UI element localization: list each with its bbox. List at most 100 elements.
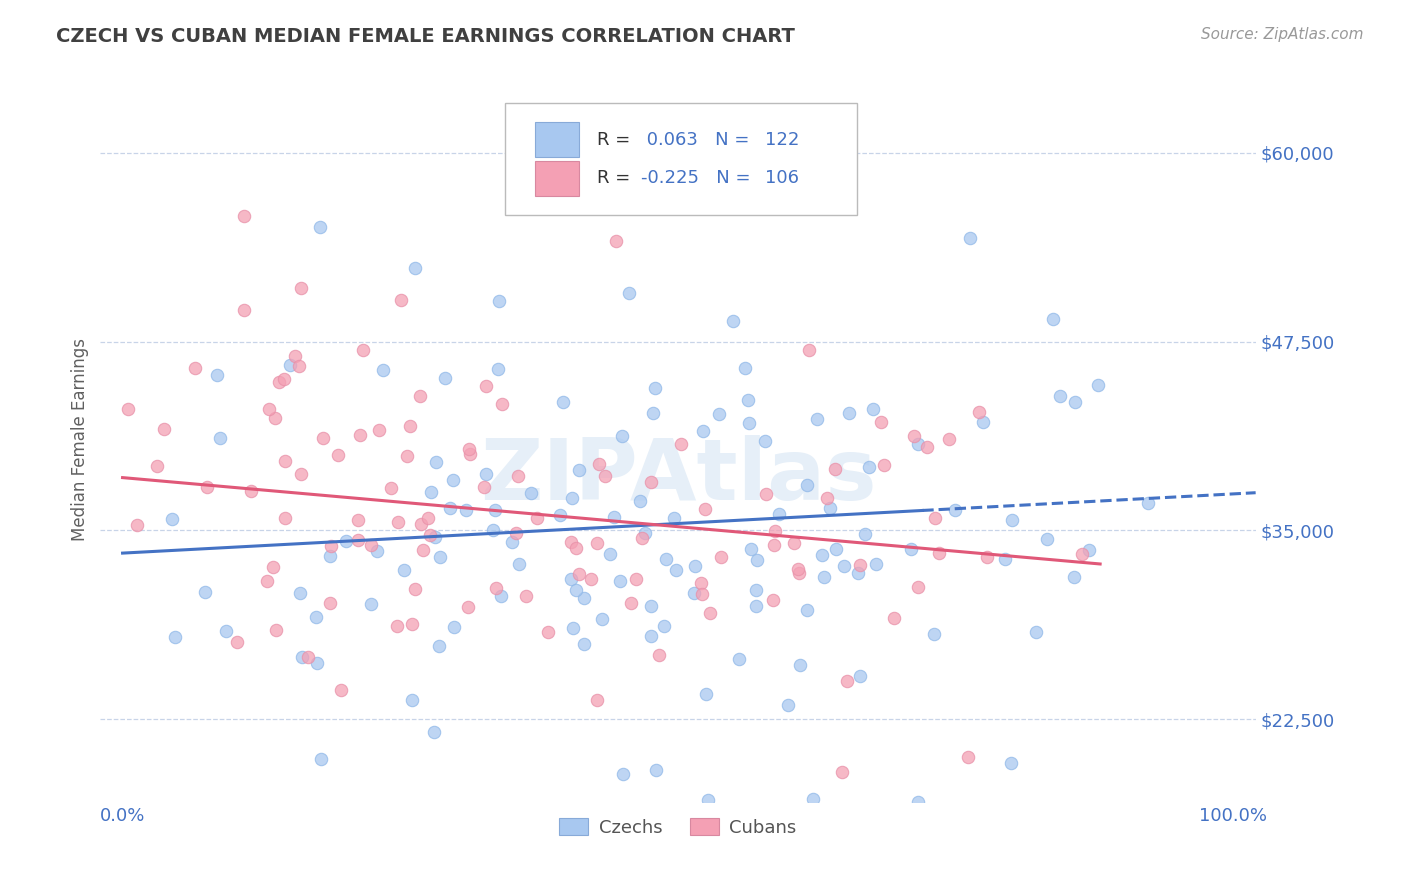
Point [835,673,858,688]
Point [605,234,627,248]
Point [457,442,479,456]
Point [457,600,479,615]
Text: 122: 122 [765,131,799,149]
Point [1087,378,1109,392]
Point [263,410,285,425]
Point [710,549,733,564]
Point [644,381,666,395]
Text: -0.225   N =: -0.225 N = [641,169,756,187]
Point [160,512,183,526]
Point [274,454,297,468]
Point [1049,389,1071,403]
Point [572,591,595,606]
Point [689,576,711,591]
Point [797,343,820,358]
Point [586,536,609,550]
Text: Source: ZipAtlas.com: Source: ZipAtlas.com [1201,27,1364,42]
Point [565,541,588,556]
Point [441,473,464,487]
Point [818,501,841,516]
Point [685,558,707,573]
Point [907,580,929,594]
Point [472,480,495,494]
Point [1077,543,1099,558]
Point [976,549,998,564]
Point [392,563,415,577]
Point [609,574,631,589]
Point [561,621,583,635]
Point [425,530,447,544]
Point [565,583,588,598]
Point [922,626,945,640]
Point [853,527,876,541]
Point [484,503,506,517]
Point [690,587,713,601]
Point [319,549,342,563]
Point [520,486,543,500]
Point [591,612,613,626]
Point [655,551,678,566]
Point [745,599,768,614]
Point [815,491,838,505]
Point [634,526,657,541]
Point [288,585,311,599]
Point [423,725,446,739]
Point [873,458,896,472]
Point [305,609,328,624]
Point [233,209,256,223]
Point [846,566,869,581]
Point [319,540,342,554]
Point [738,416,761,430]
Point [427,639,450,653]
Point [474,467,496,481]
Point [778,698,800,713]
Point [482,523,505,537]
Point [762,538,785,552]
Point [588,457,610,471]
Point [813,570,835,584]
Point [645,763,668,777]
Point [195,480,218,494]
Point [474,379,496,393]
Point [721,314,744,328]
FancyBboxPatch shape [505,103,858,215]
Point [745,582,768,597]
Point [262,559,284,574]
Point [796,478,818,492]
Point [395,450,418,464]
Point [288,359,311,374]
Point [796,603,818,617]
Point [959,231,981,245]
Point [194,585,217,599]
Point [401,616,423,631]
Point [924,511,946,525]
Point [957,750,980,764]
Point [915,440,938,454]
Point [233,302,256,317]
Point [747,552,769,566]
Point [786,561,808,575]
Point [696,792,718,806]
Point [419,485,441,500]
Point [665,563,688,577]
Point [662,511,685,525]
Point [640,629,662,643]
Text: R =: R = [598,169,636,187]
Point [163,630,186,644]
Point [801,792,824,806]
Point [1025,625,1047,640]
Point [117,402,139,417]
Point [572,637,595,651]
Point [412,543,434,558]
Point [754,434,776,448]
Point [367,423,389,437]
Point [409,517,432,532]
Point [439,501,461,516]
Point [488,294,510,309]
Point [1063,570,1085,584]
Point [486,362,509,376]
Point [579,572,602,586]
Point [380,482,402,496]
Point [561,491,583,506]
Point [640,475,662,489]
